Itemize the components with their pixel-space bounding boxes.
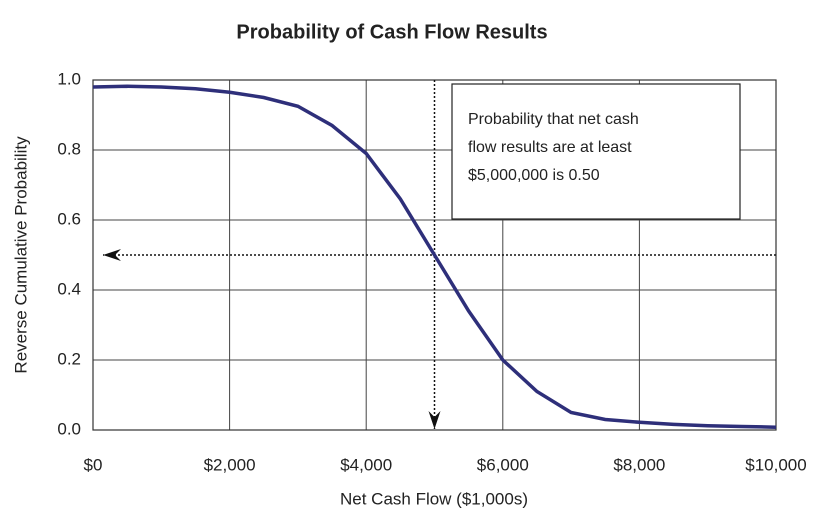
y-tick-label: 0.0 (57, 419, 81, 438)
line-series (92, 84, 777, 429)
x-tick-label: $8,000 (613, 455, 665, 474)
annotation-text: flow results are at least (468, 139, 632, 156)
y-tick-label: 0.8 (57, 139, 81, 158)
y-axis-label: Reverse Cumulative Probability (11, 136, 30, 374)
y-tick-label: 0.6 (57, 209, 81, 228)
chart-title: Probability of Cash Flow Results (236, 21, 547, 43)
annotation-text: $5,000,000 is 0.50 (468, 167, 600, 184)
x-tick-label: $0 (84, 455, 103, 474)
x-tick-label: $6,000 (477, 455, 529, 474)
y-tick-label: 0.4 (57, 279, 81, 298)
y-tick-label: 1.0 (57, 69, 81, 88)
annotation-text: Probability that net cash (468, 111, 639, 128)
x-axis-label: Net Cash Flow ($1,000s) (340, 489, 528, 508)
x-tick-label: $4,000 (340, 455, 392, 474)
x-tick-label: $10,000 (745, 455, 806, 474)
y-tick-label: 0.2 (57, 349, 81, 368)
x-tick-label: $2,000 (204, 455, 256, 474)
annotation-box (451, 83, 741, 220)
